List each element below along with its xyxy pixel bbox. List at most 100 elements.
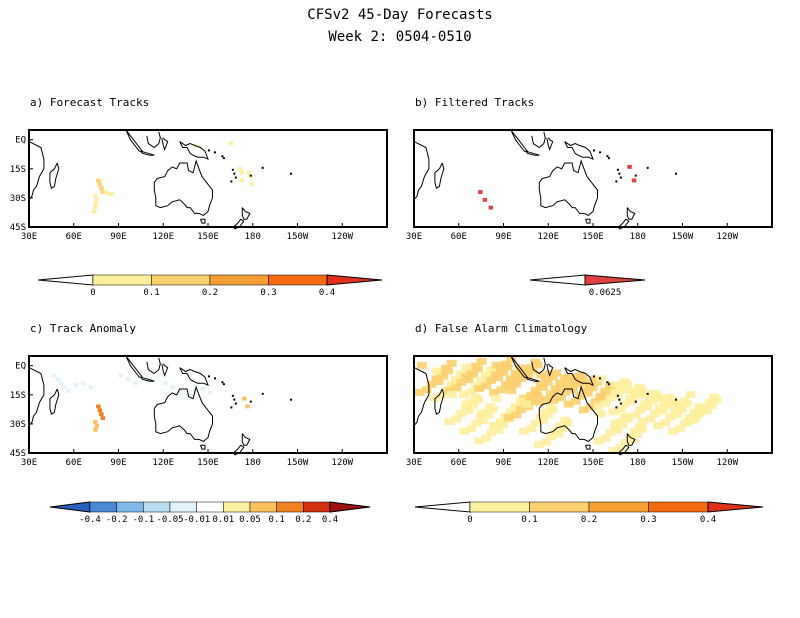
data-cell xyxy=(249,182,255,187)
data-cell xyxy=(541,395,551,403)
data-cell xyxy=(675,425,686,433)
panel-d: 30E 60E 90E 120E 150E 180 150W 120W 0 0.1 0.2 0.3 0.… xyxy=(406,355,773,525)
colorbar-box xyxy=(92,274,152,286)
data-cell xyxy=(677,405,687,413)
data-cell xyxy=(66,388,71,393)
data-cell xyxy=(542,411,553,419)
colorbar-low-arrow xyxy=(49,501,91,513)
data-cell xyxy=(504,414,514,422)
data-cell xyxy=(481,382,492,390)
data-cell xyxy=(553,387,563,395)
island-mark xyxy=(616,394,619,397)
island-mark xyxy=(249,174,252,177)
data-cell xyxy=(632,430,643,438)
panel-a-title: a) Forecast Tracks xyxy=(30,96,150,109)
data-cell xyxy=(556,394,566,402)
data-cell xyxy=(483,411,494,419)
data-cell xyxy=(106,192,112,196)
data-cell xyxy=(625,387,636,395)
data-cell xyxy=(532,392,543,400)
data-cell xyxy=(456,378,467,386)
data-cell xyxy=(536,371,547,379)
data-cell xyxy=(563,400,574,408)
island-mark xyxy=(607,383,610,386)
data-cell xyxy=(476,357,487,365)
data-cell xyxy=(482,197,488,202)
data-cell xyxy=(567,385,578,393)
y-tick-label: EQ xyxy=(15,136,26,146)
data-cell xyxy=(487,406,498,414)
data-cell xyxy=(170,385,176,389)
data-cell xyxy=(474,385,485,393)
panel-frame xyxy=(28,355,388,454)
data-cell xyxy=(530,419,541,427)
x-tick-label: 120E xyxy=(537,232,559,242)
data-cell xyxy=(557,425,568,433)
x-tick-label: 150W xyxy=(287,458,309,468)
sulawesi-outline xyxy=(161,363,169,377)
panel-d-title: d) False Alarm Climatology xyxy=(415,322,588,335)
data-cell xyxy=(474,437,485,445)
x-tick-label: 120W xyxy=(716,458,738,468)
data-cell xyxy=(597,395,608,403)
island-mark xyxy=(233,398,236,401)
data-cell xyxy=(97,408,103,413)
panel-c-title: c) Track Anomaly xyxy=(30,322,136,335)
australia-outline xyxy=(153,385,213,442)
data-cell xyxy=(239,178,244,183)
data-cell xyxy=(178,388,183,393)
tasmania-outline xyxy=(200,444,206,450)
new-zealand-north-outline xyxy=(626,207,636,220)
island-mark xyxy=(634,400,637,403)
data-cell xyxy=(478,190,483,195)
tasmania-outline xyxy=(200,218,206,224)
sumatra-outline xyxy=(125,355,144,378)
x-tick-label: 60E xyxy=(451,232,467,242)
data-cell xyxy=(511,380,522,388)
data-cell xyxy=(690,415,701,423)
new-guinea-outline xyxy=(564,141,594,161)
data-cell xyxy=(433,378,444,386)
island-mark xyxy=(221,155,224,158)
data-cell xyxy=(93,201,98,206)
new-guinea-outline xyxy=(179,141,209,161)
x-tick-label: 150W xyxy=(672,232,694,242)
data-cell xyxy=(245,404,250,409)
data-cell xyxy=(506,356,517,363)
island-mark xyxy=(606,381,609,384)
data-cell xyxy=(468,370,479,378)
island-mark xyxy=(618,172,621,175)
y-tick-label: 15S xyxy=(10,165,26,175)
data-cell xyxy=(242,396,247,401)
island-mark xyxy=(616,168,619,171)
java-outline xyxy=(525,150,540,156)
data-cell xyxy=(446,390,457,398)
data-cell xyxy=(668,427,679,435)
africa-outline xyxy=(28,141,45,201)
data-cell xyxy=(615,405,626,413)
data-cell xyxy=(620,439,631,447)
madagascar-outline xyxy=(434,162,445,189)
x-tick-label: 30E xyxy=(21,458,37,468)
data-cell xyxy=(208,390,213,395)
island-mark xyxy=(222,157,225,160)
island-mark xyxy=(598,377,601,380)
colorbar-d: 0 0.1 0.2 0.3 0.4 xyxy=(414,501,764,525)
island-mark xyxy=(619,176,622,179)
java-outline xyxy=(140,376,155,382)
data-cell xyxy=(545,433,556,441)
data-cell xyxy=(93,427,98,432)
island-mark xyxy=(593,149,595,152)
sulawesi-outline xyxy=(546,363,554,377)
data-cell xyxy=(662,401,673,409)
y-tick-label: EQ xyxy=(15,362,26,372)
new-zealand-south-outline xyxy=(617,218,630,230)
sumatra-outline xyxy=(510,129,529,152)
data-cell xyxy=(657,407,668,415)
borneo-outline xyxy=(146,131,161,149)
colorbar-high-arrow xyxy=(584,274,646,286)
new-guinea-outline xyxy=(564,367,594,387)
colorbar-low-arrow xyxy=(529,274,586,286)
data-cell xyxy=(478,416,489,424)
data-cell xyxy=(521,400,532,408)
